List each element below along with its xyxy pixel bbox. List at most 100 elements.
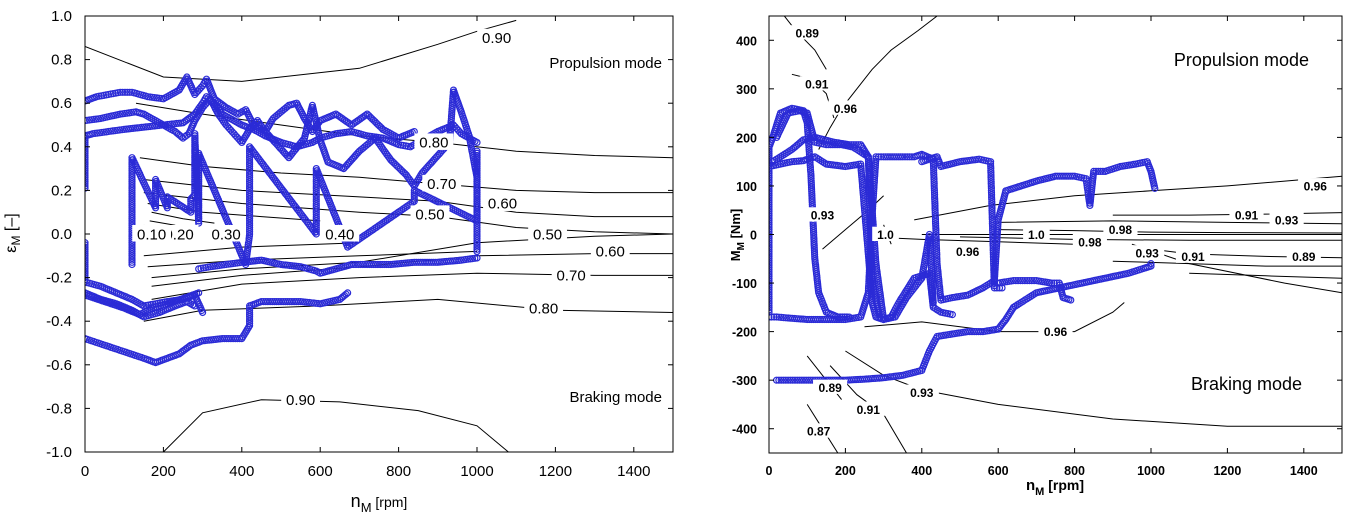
data-point: [769, 288, 773, 296]
data-point: [932, 246, 941, 254]
data-point: [473, 162, 481, 170]
data-point: [993, 284, 1001, 292]
data-point: [85, 254, 89, 262]
data-point: [864, 286, 873, 295]
data-point: [933, 248, 941, 257]
data-point: [769, 178, 773, 186]
data-point: [867, 240, 875, 248]
data-point: [769, 187, 773, 195]
data-point: [805, 152, 814, 160]
data-point: [769, 174, 773, 182]
data-point: [769, 198, 773, 206]
data-point: [1099, 167, 1107, 175]
contour-lines: [783, 16, 1342, 453]
contour-label-bg: [1038, 323, 1073, 339]
contour-label-bg: [1103, 221, 1138, 237]
data-point: [930, 171, 938, 179]
data-point: [85, 97, 89, 105]
contour-label: 0.80: [419, 135, 448, 152]
data-point: [806, 159, 814, 167]
y-tick-label: 100: [736, 180, 757, 194]
data-point: [195, 191, 203, 199]
contour-label-bg: [281, 390, 320, 408]
data-point: [868, 215, 876, 224]
data-point: [350, 260, 358, 269]
data-point: [246, 319, 254, 327]
data-point: [769, 301, 773, 310]
contour-label: 0.93: [1136, 247, 1160, 261]
contour-label: 0.80: [529, 300, 558, 317]
data-point: [929, 298, 937, 307]
data-point: [128, 256, 136, 264]
data-point: [85, 154, 89, 162]
contour-label-bg: [872, 226, 899, 241]
contour-label: 0.90: [286, 392, 315, 409]
data-point: [195, 167, 203, 175]
data-point: [769, 223, 773, 231]
data-point: [116, 88, 124, 96]
y-tick-label: 1.0: [51, 8, 72, 25]
data-point: [1025, 277, 1034, 285]
data-point: [928, 283, 937, 291]
data-point: [931, 213, 940, 221]
data-point: [829, 141, 837, 149]
data-point: [294, 298, 302, 306]
data-point: [769, 299, 773, 307]
data-point: [990, 266, 998, 274]
data-point: [804, 137, 813, 145]
contour-label-bg: [799, 76, 834, 91]
data-point: [769, 239, 773, 247]
data-point: [987, 193, 996, 201]
data-point: [988, 204, 996, 212]
data-point: [1009, 277, 1018, 285]
data-point: [989, 228, 997, 237]
data-point: [85, 269, 89, 277]
contour-line: [143, 298, 673, 322]
data-point: [85, 335, 89, 343]
data-point: [928, 279, 936, 287]
data-point: [795, 157, 803, 165]
data-point: [802, 376, 810, 384]
contour-label: 0.91: [1235, 209, 1259, 223]
data-point: [930, 189, 939, 197]
contour-label: 0.89: [1292, 250, 1316, 264]
data-point: [931, 195, 939, 203]
data-point: [865, 275, 873, 283]
data-point: [193, 173, 201, 181]
data-point: [775, 313, 783, 321]
data-point: [932, 226, 940, 234]
data-point: [867, 222, 876, 230]
data-point: [220, 102, 228, 110]
data-point: [989, 237, 997, 245]
data-point: [128, 243, 136, 251]
data-point: [930, 184, 938, 192]
contour-label: 0.98: [1109, 223, 1133, 237]
data-point: [128, 169, 136, 177]
data-point: [312, 213, 320, 221]
y-tick-label: 0.6: [51, 95, 72, 112]
data-point: [810, 242, 818, 250]
data-point: [246, 223, 254, 232]
data-point: [769, 171, 773, 180]
contour-label-bg: [801, 423, 836, 438]
x-tick-label: 400: [911, 464, 932, 478]
data-point: [963, 328, 972, 336]
data-point: [769, 216, 773, 224]
contour-label-bg: [414, 133, 454, 150]
data-point: [779, 314, 788, 322]
data-point: [866, 251, 874, 259]
data-point: [928, 285, 937, 293]
contour-label: 0.60: [488, 196, 517, 213]
contour-label-bg: [590, 242, 630, 259]
contour-label: 0.93: [1275, 213, 1299, 227]
data-point: [769, 243, 773, 251]
data-point: [473, 217, 481, 225]
data-point: [85, 260, 89, 269]
data-point: [85, 136, 89, 144]
data-point: [312, 221, 320, 229]
data-point: [989, 240, 997, 248]
data-point: [246, 191, 254, 199]
data-point: [989, 257, 998, 265]
data-point: [988, 195, 996, 203]
data-point: [990, 284, 999, 292]
